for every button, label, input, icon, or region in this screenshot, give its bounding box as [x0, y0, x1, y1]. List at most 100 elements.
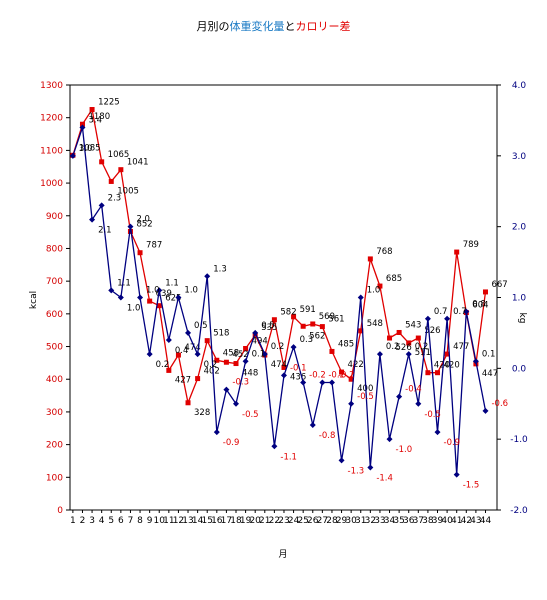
calorie-point	[444, 351, 450, 357]
weight-point	[127, 223, 134, 230]
calorie-point	[339, 369, 345, 375]
calorie-data-label: 452	[232, 350, 248, 360]
chart-title-prefix: 月別の	[196, 20, 230, 33]
calorie-point	[367, 256, 373, 262]
chart-title-middle: と	[284, 20, 296, 33]
weight-point	[405, 351, 412, 358]
weight-data-label: -0.2	[309, 371, 326, 381]
x-axis-tick-label: 19	[240, 516, 252, 526]
weight-data-label: -1.5	[463, 481, 480, 491]
weight-point	[280, 372, 287, 379]
weight-data-label: 0.2	[204, 360, 218, 370]
weight-point	[482, 407, 489, 414]
calorie-data-label: 1005	[117, 186, 139, 196]
right-axis-tick-label: 4.0	[512, 81, 527, 91]
calorie-point	[89, 107, 95, 113]
x-axis-tick-label: 24	[288, 516, 300, 526]
x-axis-tick-label: 6	[118, 516, 124, 526]
x-axis-tick-label: 38	[422, 516, 434, 526]
x-axis-tick-label: 30	[345, 516, 357, 526]
weight-point	[309, 422, 316, 428]
calorie-data-label: 1065	[108, 150, 130, 160]
x-axis-tick-label: 40	[441, 516, 453, 526]
calorie-data-label: 1041	[127, 158, 149, 168]
calorie-data-label: 625	[165, 294, 181, 304]
weight-data-label: -0.5	[424, 410, 441, 420]
calorie-data-label: 667	[491, 280, 507, 290]
x-axis-tick-label: 13	[182, 516, 193, 526]
weight-point	[204, 273, 211, 280]
chart-title: 月別の体重変化量とカロリー差	[0, 18, 547, 34]
weight-data-label: -0.3	[232, 378, 249, 388]
weight-point	[165, 337, 172, 343]
weight-point	[137, 294, 144, 301]
weight-data-label: 0.1	[482, 349, 496, 359]
calorie-point	[319, 324, 325, 330]
left-axis-tick-label: 800	[46, 244, 63, 254]
y-axis-left-title: kcal	[29, 291, 39, 309]
calorie-data-label: 1180	[88, 112, 110, 122]
weight-data-label: -1.3	[348, 466, 365, 476]
calorie-data-label: 458	[223, 348, 239, 358]
weight-point	[348, 400, 355, 407]
calorie-data-label: 787	[146, 241, 162, 251]
calorie-data-label: 422	[348, 360, 364, 370]
left-axis-tick-label: 400	[46, 375, 63, 385]
x-axis-tick-label: 7	[128, 516, 134, 526]
weight-data-label: -1.1	[280, 452, 297, 462]
x-axis-tick-label: 34	[384, 516, 396, 526]
weight-point	[376, 351, 383, 358]
calorie-data-label: 639	[156, 289, 172, 299]
weight-data-label: 1.0	[367, 286, 381, 296]
x-axis-tick-label: 1	[70, 516, 76, 526]
weight-data-label: -0.4	[405, 385, 422, 395]
calorie-point	[358, 328, 364, 334]
calorie-point	[396, 329, 402, 335]
x-axis-tick-label: 18	[230, 516, 242, 526]
calorie-point	[118, 167, 124, 173]
left-axis-tick-label: 200	[46, 441, 63, 451]
weight-point	[444, 315, 451, 322]
x-axis-tick-label: 12	[173, 516, 184, 526]
x-axis-tick-label: 32	[365, 516, 376, 526]
weight-data-label: -0.9	[444, 438, 461, 448]
weight-data-label: -0.5	[357, 392, 374, 402]
weight-point	[472, 358, 479, 365]
weight-data-label: -1.0	[396, 445, 413, 455]
weight-point	[213, 429, 220, 436]
calorie-data-label: 852	[136, 219, 152, 229]
left-axis-tick-label: 500	[46, 343, 63, 353]
calorie-data-label: 474	[271, 360, 287, 370]
weight-point	[185, 329, 192, 336]
calorie-data-label: 526	[396, 343, 412, 353]
calorie-data-label: 1225	[98, 98, 120, 108]
right-axis-tick-label: -1.0	[510, 435, 528, 445]
calorie-point	[454, 249, 460, 255]
weight-data-label: 1.0	[146, 286, 160, 296]
calorie-data-label: 511	[415, 348, 431, 358]
calorie-point	[147, 298, 153, 304]
weight-point	[386, 436, 393, 443]
weight-data-label: -1.4	[376, 474, 393, 484]
calorie-data-label: 526	[424, 326, 440, 336]
calorie-data-label: 561	[328, 315, 344, 325]
weight-data-label: 0.2	[156, 360, 170, 370]
x-axis-tick-label: 28	[326, 516, 338, 526]
x-axis-tick-label: 11	[163, 516, 174, 526]
weight-data-label: 2.1	[98, 226, 112, 236]
x-axis-tick-label: 42	[461, 516, 472, 526]
weight-data-label: -0.9	[223, 438, 240, 448]
calorie-point	[406, 340, 412, 346]
calorie-data-label: 420	[444, 361, 460, 371]
x-axis-tick-label: 37	[413, 516, 424, 526]
x-axis-tick-label: 43	[470, 516, 481, 526]
weight-point	[69, 152, 76, 159]
calorie-point	[387, 335, 393, 341]
x-axis-tick-label: 4	[99, 516, 105, 526]
weight-data-label: 0.7	[434, 307, 448, 317]
left-axis-tick-label: 1300	[40, 81, 63, 91]
x-axis-tick-label: 35	[393, 516, 404, 526]
calorie-point	[482, 289, 488, 295]
calorie-data-label: 789	[463, 240, 479, 250]
